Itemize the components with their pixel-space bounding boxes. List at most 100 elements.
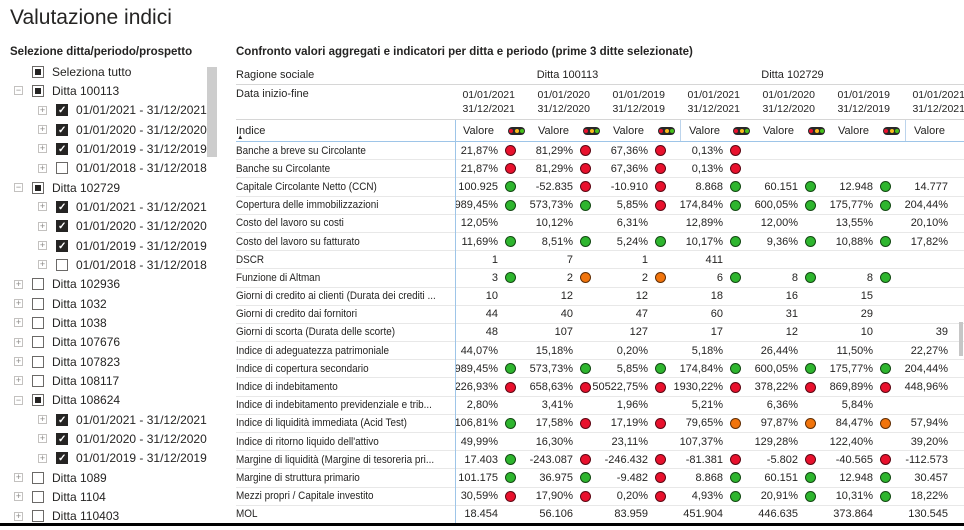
- valore-column-header[interactable]: Valore: [605, 120, 680, 141]
- tree-item[interactable]: +01/01/2021 - 31/12/2021: [10, 410, 207, 429]
- expand-icon[interactable]: +: [38, 259, 47, 270]
- valore-column-header[interactable]: Valore: [455, 120, 530, 141]
- status-dot-orange: [580, 272, 591, 284]
- valore-column-header[interactable]: Valore: [905, 120, 964, 141]
- checkbox-unchecked[interactable]: [56, 162, 68, 175]
- tree-item[interactable]: + Ditta 110403: [10, 507, 206, 526]
- tree-item-label: 01/01/2019 - 31/12/2019: [76, 451, 207, 466]
- table-scrollbar[interactable]: [959, 322, 963, 356]
- checkbox-unchecked[interactable]: [32, 297, 44, 310]
- row-label-text: Indice di copertura secondario: [236, 362, 369, 375]
- tree-item[interactable]: + Ditta 102936: [10, 275, 206, 294]
- tree-item[interactable]: + Ditta 1104: [10, 487, 206, 506]
- checkbox-indeterminate[interactable]: [32, 181, 44, 194]
- checkbox-checked[interactable]: [56, 432, 68, 445]
- dot-spacer: [805, 163, 816, 174]
- expand-icon[interactable]: +: [38, 143, 47, 154]
- value-text: 107: [554, 326, 573, 339]
- tree-item[interactable]: Seleziona tutto: [10, 62, 206, 81]
- expand-icon[interactable]: +: [14, 510, 23, 521]
- checkbox-checked[interactable]: [56, 452, 68, 465]
- checkbox-indeterminate[interactable]: [32, 65, 44, 78]
- expand-icon[interactable]: +: [38, 240, 47, 251]
- checkbox-indeterminate[interactable]: [32, 394, 44, 407]
- expand-icon[interactable]: +: [38, 162, 47, 173]
- tree-item[interactable]: +01/01/2020 - 31/12/2020: [10, 429, 207, 448]
- row-label: Costo del lavoro su costi: [236, 217, 455, 229]
- tree-item[interactable]: − Ditta 108624: [10, 391, 206, 410]
- tree-item[interactable]: + Ditta 1089: [10, 468, 206, 487]
- tree-item[interactable]: − Ditta 100113: [10, 81, 206, 100]
- value-text: 3,41%: [541, 399, 573, 412]
- tree-item[interactable]: + Ditta 107823: [10, 352, 206, 371]
- expand-icon[interactable]: +: [14, 317, 23, 328]
- collapse-icon[interactable]: −: [14, 182, 23, 193]
- value-text: 16: [785, 290, 798, 303]
- tree-item[interactable]: + Ditta 1038: [10, 313, 206, 332]
- sidebar-scrollbar[interactable]: [207, 67, 217, 157]
- checkbox-indeterminate[interactable]: [32, 84, 44, 97]
- valore-column-header[interactable]: Valore: [530, 120, 605, 141]
- collapse-icon[interactable]: −: [14, 85, 23, 96]
- expand-icon[interactable]: +: [38, 104, 47, 115]
- checkbox-checked[interactable]: [56, 104, 68, 117]
- checkbox-unchecked[interactable]: [32, 510, 44, 523]
- checkbox-checked[interactable]: [56, 142, 68, 155]
- checkbox-unchecked[interactable]: [32, 490, 44, 503]
- expand-icon[interactable]: +: [38, 220, 47, 231]
- tree-item[interactable]: +01/01/2021 - 31/12/2021: [10, 197, 207, 216]
- valore-column-header[interactable]: Valore: [830, 120, 905, 141]
- checkbox-unchecked[interactable]: [32, 336, 44, 349]
- tree-item[interactable]: +01/01/2019 - 31/12/2019: [10, 139, 207, 158]
- period-from: 01/01/2021: [687, 89, 740, 101]
- checkbox-unchecked[interactable]: [32, 278, 44, 291]
- checkbox-unchecked[interactable]: [56, 258, 68, 271]
- checkbox-checked[interactable]: [56, 413, 68, 426]
- tree-item[interactable]: +01/01/2018 - 31/12/2018: [10, 255, 207, 274]
- checkbox-checked[interactable]: [56, 200, 68, 213]
- expand-icon[interactable]: +: [38, 414, 47, 425]
- page-title: Valutazione indici: [10, 6, 172, 29]
- value-cell: 2: [530, 272, 605, 284]
- value-text: 127: [629, 326, 648, 339]
- dot-spacer: [655, 509, 666, 520]
- tree-item[interactable]: + Ditta 107676: [10, 333, 206, 352]
- indice-column-header[interactable]: Indice ▲: [236, 120, 455, 142]
- expand-icon[interactable]: +: [14, 298, 23, 309]
- tree-item[interactable]: +01/01/2021 - 31/12/2021: [10, 101, 207, 120]
- expand-icon[interactable]: +: [14, 375, 23, 386]
- valore-column-header[interactable]: Valore: [680, 120, 755, 141]
- dot-spacer: [955, 181, 964, 192]
- tree-item[interactable]: +01/01/2020 - 31/12/2020: [10, 217, 207, 236]
- expand-icon[interactable]: +: [14, 491, 23, 502]
- expand-icon[interactable]: +: [14, 336, 23, 347]
- tree-item[interactable]: − Ditta 102729: [10, 178, 206, 197]
- expand-icon[interactable]: +: [14, 356, 23, 367]
- checkbox-unchecked[interactable]: [32, 471, 44, 484]
- dot-spacer: [580, 291, 591, 302]
- tree-item[interactable]: +01/01/2018 - 31/12/2018: [10, 159, 207, 178]
- checkbox-checked[interactable]: [56, 239, 68, 252]
- tree-item[interactable]: + Ditta 1032: [10, 294, 206, 313]
- checkbox-checked[interactable]: [56, 123, 68, 136]
- value-cell: 79,65%: [680, 417, 755, 429]
- collapse-icon[interactable]: −: [14, 394, 23, 405]
- expand-icon[interactable]: +: [38, 452, 47, 463]
- value-cell: -40.565: [830, 454, 905, 466]
- expand-icon[interactable]: +: [38, 124, 47, 135]
- checkbox-checked[interactable]: [56, 220, 68, 233]
- valore-column-header[interactable]: Valore: [755, 120, 830, 141]
- checkbox-unchecked[interactable]: [32, 316, 44, 329]
- value-text: -112.573: [905, 453, 948, 466]
- value-text: 60.151: [764, 471, 798, 484]
- expand-icon[interactable]: +: [14, 472, 23, 483]
- tree-item[interactable]: +01/01/2020 - 31/12/2020: [10, 120, 207, 139]
- tree-item[interactable]: +01/01/2019 - 31/12/2019: [10, 236, 207, 255]
- tree-item[interactable]: +01/01/2019 - 31/12/2019: [10, 449, 207, 468]
- checkbox-unchecked[interactable]: [32, 355, 44, 368]
- expand-icon[interactable]: +: [14, 278, 23, 289]
- checkbox-unchecked[interactable]: [32, 374, 44, 387]
- tree-item[interactable]: + Ditta 108117: [10, 371, 206, 390]
- expand-icon[interactable]: +: [38, 201, 47, 212]
- expand-icon[interactable]: +: [38, 433, 47, 444]
